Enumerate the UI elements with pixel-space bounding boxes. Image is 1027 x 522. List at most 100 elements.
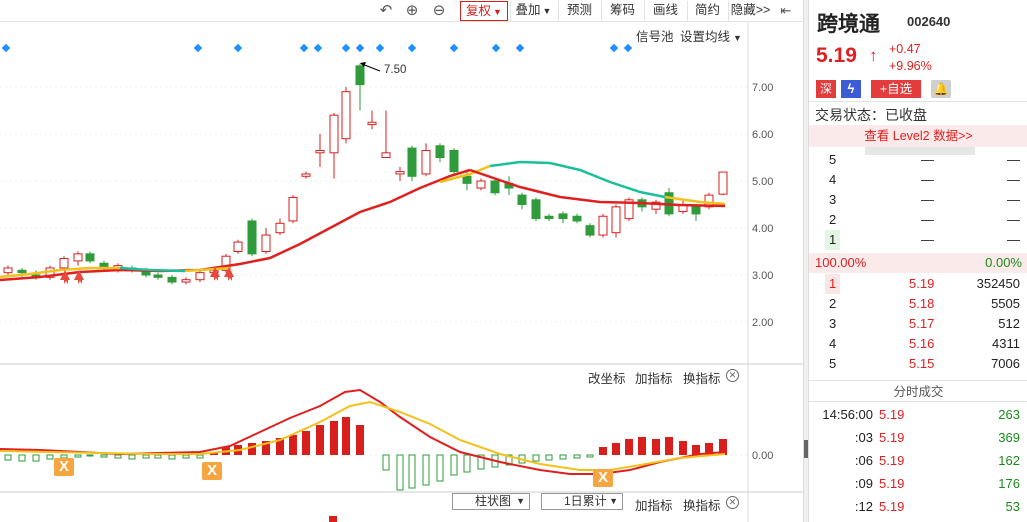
candle-body xyxy=(718,171,728,195)
chips-button[interactable]: 筹码 xyxy=(601,1,643,21)
macd-bar xyxy=(182,454,190,459)
candle-body xyxy=(221,255,231,271)
macd-bar xyxy=(573,454,581,459)
ask-row: 2— — xyxy=(829,212,1020,227)
level2-link[interactable]: 查看 Level2 数据>> xyxy=(809,125,1027,147)
simple-button[interactable]: 简约 xyxy=(687,1,727,21)
candle-body xyxy=(167,276,177,283)
draw-line-button[interactable]: 画线 xyxy=(644,1,686,21)
stock-name: 跨境通 xyxy=(817,13,880,36)
change-axis-button[interactable]: 改坐标 xyxy=(588,372,626,386)
ma-line-yellow xyxy=(59,266,120,272)
ma-line-red xyxy=(0,168,471,282)
macd-bar xyxy=(599,447,607,455)
caret-down-icon: ▼ xyxy=(609,496,618,506)
hide-button[interactable]: 隐藏>> xyxy=(728,1,772,21)
panel-splitter[interactable] xyxy=(803,0,808,522)
add-indicator-button-2[interactable]: 加指标 xyxy=(635,499,673,513)
candle-body xyxy=(329,114,339,154)
macd-bar xyxy=(705,443,713,455)
cross-signal-icon: X xyxy=(593,469,613,487)
macd-bar xyxy=(100,454,108,458)
fuquan-button[interactable]: 复权 ▼ xyxy=(460,1,508,21)
signal-diamond xyxy=(299,43,309,53)
candle-body xyxy=(558,213,568,220)
macd-bar xyxy=(196,454,204,459)
cross-signal-icon: X xyxy=(202,462,222,480)
chart-toolbar: ↶ ⊕ ⊖ 复权 ▼ 叠加 ▼ 预测 筹码 画线 简约 隐藏>> ⇤ xyxy=(0,0,803,22)
add-watchlist-button[interactable]: +自选 xyxy=(871,80,921,98)
candle-body xyxy=(153,274,163,278)
peak-arrow-head xyxy=(360,62,366,67)
signal-diamond xyxy=(491,43,501,53)
y-tick-label: 2.00 xyxy=(752,317,773,329)
macd-bar xyxy=(168,454,176,460)
macd-bar xyxy=(114,454,122,459)
tick-row: :03 5.19 369 xyxy=(854,430,1020,445)
candle-body xyxy=(233,241,243,253)
zoom-in-icon[interactable]: ⊕ xyxy=(405,2,419,19)
macd-bar xyxy=(4,454,12,461)
macd-bar xyxy=(505,454,513,466)
close-icon[interactable]: ✕ xyxy=(726,369,739,382)
rocket-icon xyxy=(210,267,220,281)
tick-row: :12 5.19 53 xyxy=(854,499,1020,514)
bid-row: 3 5.17 512 xyxy=(829,316,1020,331)
macd-bar xyxy=(625,439,633,455)
market-badge: 深 xyxy=(816,80,836,98)
last-price: 5.19 xyxy=(816,44,857,67)
candle-body xyxy=(435,145,445,158)
chart-area[interactable]: 7.00 6.00 5.00 4.00 3.00 2.00 0.00 信号池 设置均线 ▼ 7… xyxy=(0,22,803,522)
macd-bar xyxy=(154,454,162,459)
lightning-icon[interactable]: ϟ xyxy=(841,80,861,98)
candle-body xyxy=(341,91,351,140)
zoom-out-icon[interactable]: ⊖ xyxy=(432,2,446,19)
candle-body xyxy=(449,149,459,173)
rocket-icon xyxy=(74,270,84,284)
bid-row: 1 5.19 352450 xyxy=(809,274,1027,294)
undo-icon[interactable]: ↶ xyxy=(379,2,393,19)
switch-indicator-button-2[interactable]: 换指标 xyxy=(683,499,721,513)
caret-down-icon: ▼ xyxy=(516,496,525,506)
add-indicator-button[interactable]: 加指标 xyxy=(635,372,673,386)
bid-row: 4 5.16 4311 xyxy=(829,336,1020,351)
macd-bar xyxy=(692,445,700,455)
caret-down-icon: ▼ xyxy=(542,6,552,16)
candle-body xyxy=(421,149,431,175)
candle-body xyxy=(462,175,472,184)
buy-sell-ratio: 100.00% 0.00% xyxy=(809,253,1027,273)
signal-diamond xyxy=(1,43,11,53)
candle-body xyxy=(651,201,661,210)
bid-row: 2 5.18 5505 xyxy=(829,296,1020,311)
signal-pool-link[interactable]: 信号池 xyxy=(636,30,674,44)
bell-icon[interactable]: 🔔 xyxy=(931,80,951,98)
chart-type-select[interactable]: 柱状图 ▼ xyxy=(452,493,530,510)
macd-bar xyxy=(679,441,687,455)
price-change: +0.47 xyxy=(889,42,921,56)
splitter-handle[interactable] xyxy=(804,440,808,458)
macd-bar xyxy=(559,454,567,460)
candle-body xyxy=(381,152,391,159)
macd-bar xyxy=(289,435,297,455)
forecast-button[interactable]: 预测 xyxy=(558,1,600,21)
accumulate-select[interactable]: 1日累计 ▼ xyxy=(541,493,623,510)
signal-diamond xyxy=(515,43,525,53)
signal-diamond xyxy=(355,43,365,53)
signal-diamond xyxy=(623,43,633,53)
candle-body xyxy=(407,147,417,177)
macd-bar xyxy=(586,454,594,458)
switch-indicator-button[interactable]: 换指标 xyxy=(683,372,721,386)
macd-bar xyxy=(436,454,444,482)
collapse-icon[interactable]: ⇤ xyxy=(780,3,792,18)
macd-bar xyxy=(316,425,324,455)
macd-bar xyxy=(396,454,404,491)
overlay-button[interactable]: 叠加 ▼ xyxy=(510,1,556,21)
macd-bar xyxy=(408,454,416,489)
close-icon[interactable]: ✕ xyxy=(726,496,739,509)
macd-bar xyxy=(463,454,471,473)
macd-bar xyxy=(612,443,620,455)
macd-bar xyxy=(652,439,660,455)
kline-chart[interactable]: 7.00 6.00 5.00 4.00 3.00 2.00 0.00 xyxy=(0,22,803,522)
divider xyxy=(809,101,1027,102)
set-ma-link[interactable]: 设置均线 ▼ xyxy=(680,30,742,44)
